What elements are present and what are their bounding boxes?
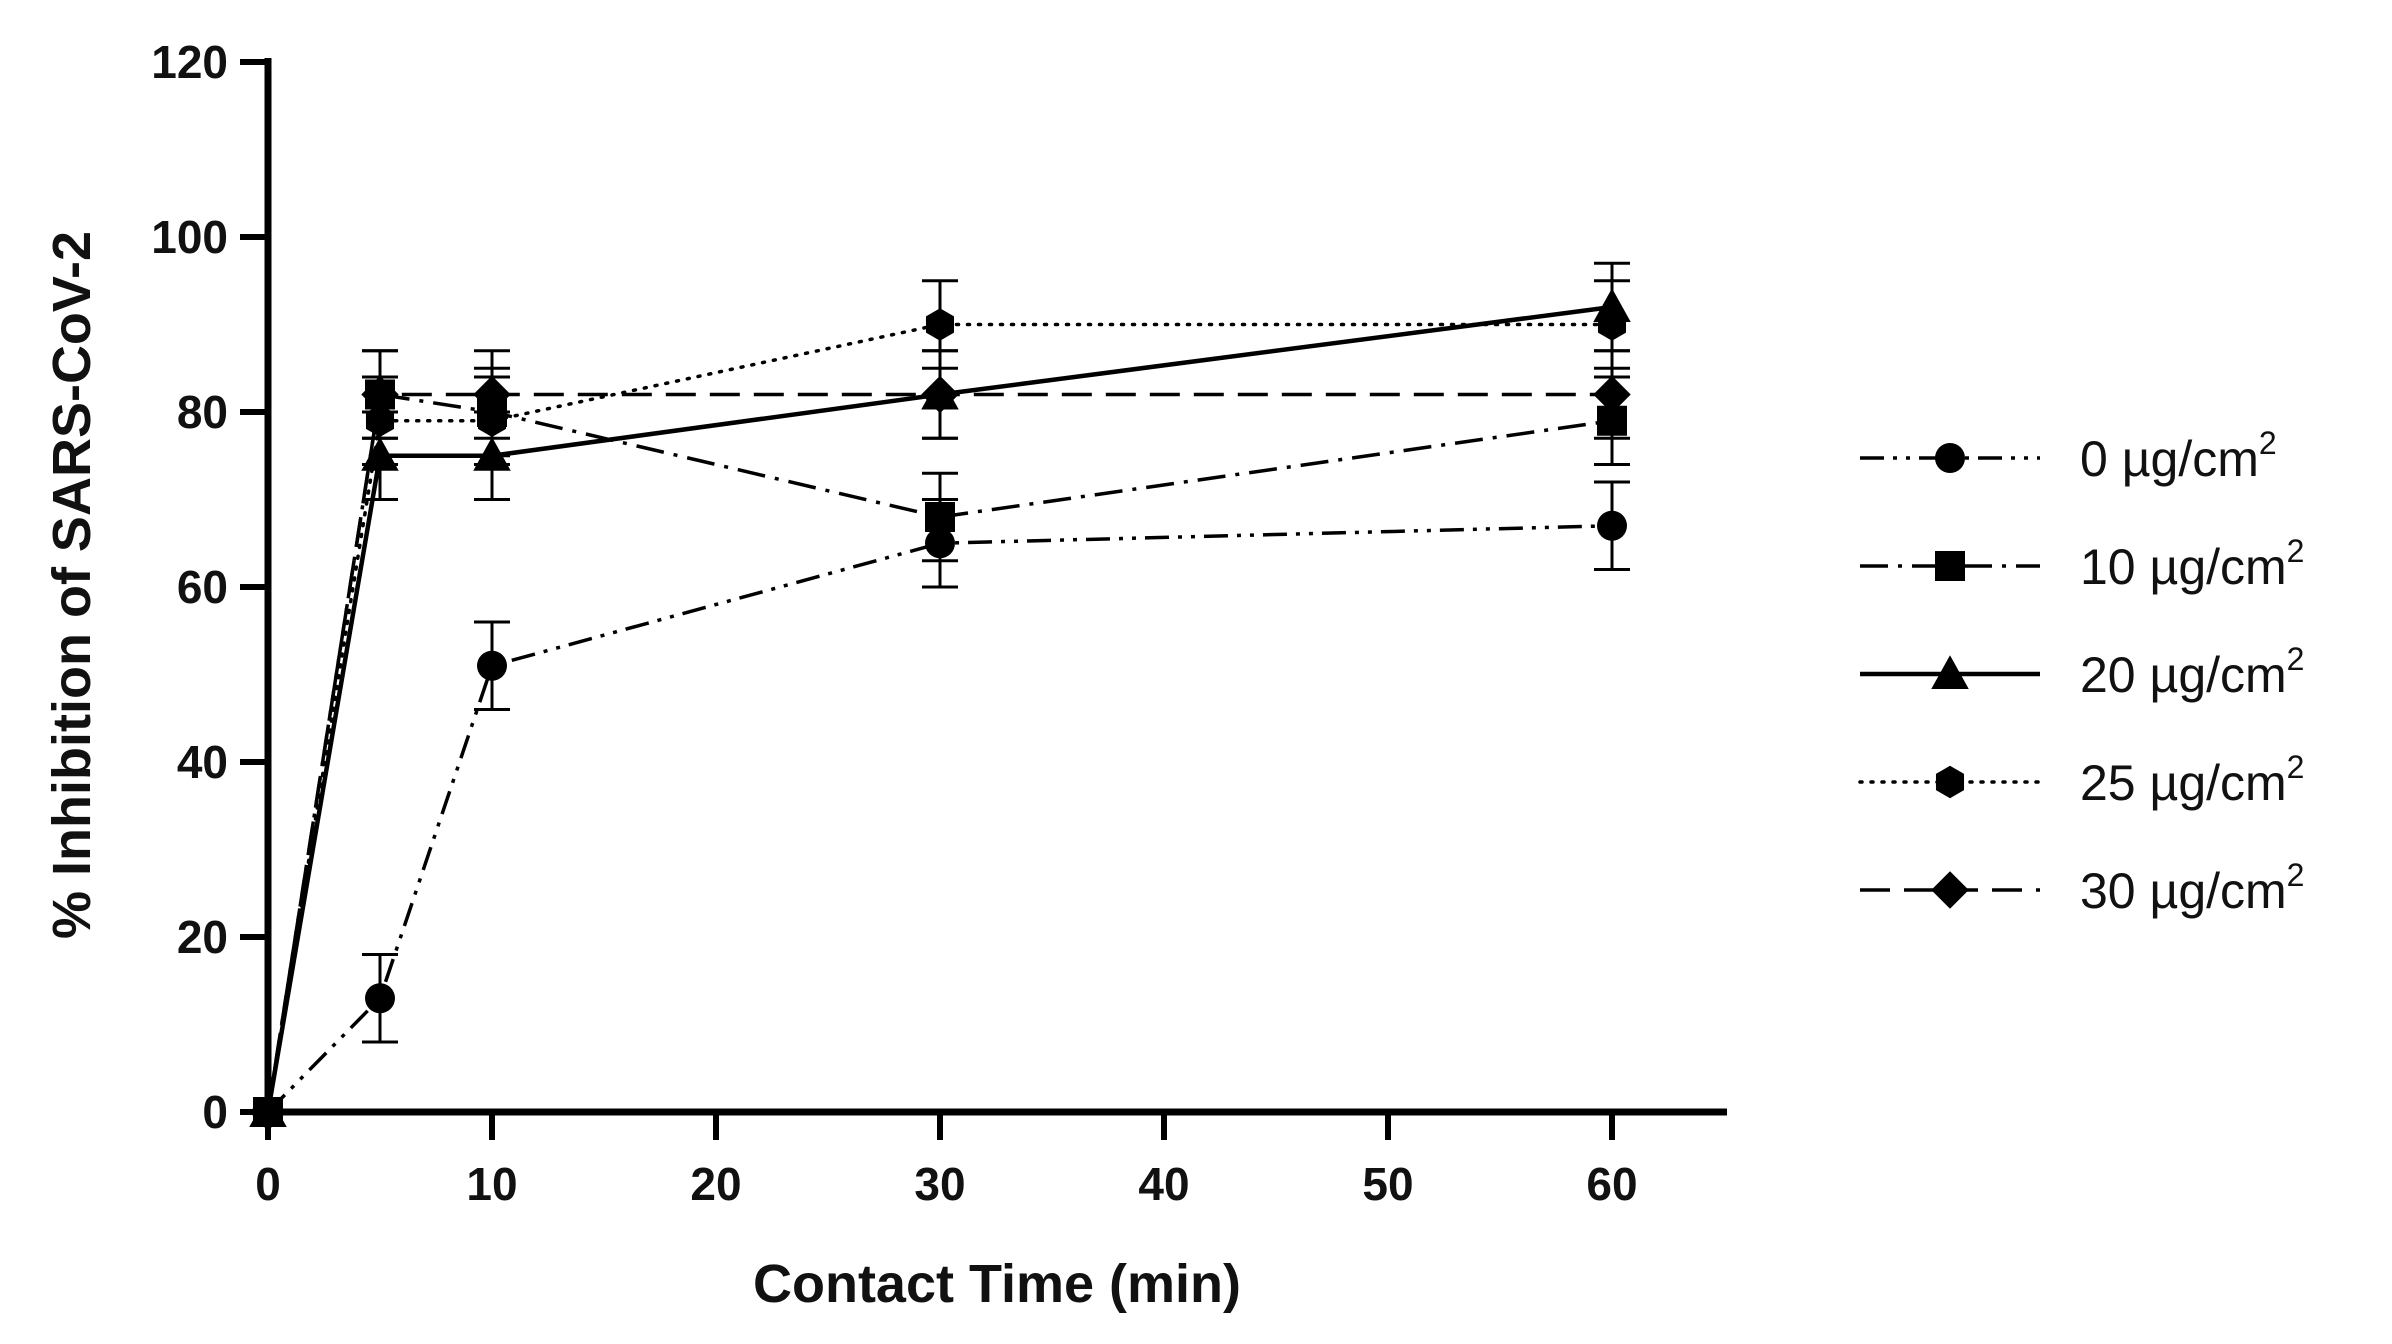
data-point-series-4 [477,404,507,437]
legend-label: 30 µg/cm2 [2080,857,2304,919]
data-point-series-3 [473,437,511,471]
data-point-series-2 [925,502,955,532]
legend: 0 µg/cm2 10 µg/cm2 20 µg/cm2 25 µg/cm2 30 µg… [1858,425,2304,919]
legend-label-superscript: 2 [2259,425,2277,461]
data-point-series-4 [365,404,395,437]
data-point-series-4 [925,308,955,341]
legend-label-superscript: 2 [2287,641,2305,677]
data-point-series-5 [361,375,399,414]
y-tick-label: 60 [177,561,228,613]
series-line-1 [266,524,1613,1114]
x-tick-label: 30 [914,1158,965,1210]
y-tick-label: 120 [151,36,228,88]
legend-marker [1935,443,1965,473]
data-point-series-3 [1593,288,1631,322]
legend-label: 25 µg/cm2 [2080,749,2304,811]
data-point-series-1 [365,983,395,1014]
x-tick-label: 10 [466,1158,517,1210]
y-tick-label: 100 [151,211,228,263]
legend-marker [1935,551,1965,581]
legend-marker [1931,871,1969,909]
error-bars [362,261,1630,1044]
legend-marker [1931,655,1969,689]
data-point-series-1 [477,650,507,681]
y-ticks: 0 20 40 60 80 100 120 [151,36,268,1138]
legend-label: 0 µg/cm2 [2080,425,2277,487]
x-tick-label: 20 [690,1158,741,1210]
data-point-series-4 [1597,308,1627,341]
legend-marker [1935,765,1965,799]
legend-label: 20 µg/cm2 [2080,641,2304,703]
x-ticks: 0 10 20 30 40 50 60 [255,1112,1638,1210]
legend-label-superscript: 2 [2287,749,2305,785]
x-tick-label: 40 [1138,1158,1189,1210]
series-line-4 [266,322,1614,1114]
x-tick-label: 50 [1362,1158,1413,1210]
x-tick-label: 60 [1586,1158,1637,1210]
legend-label-superscript: 2 [2287,857,2305,893]
data-point-series-5 [473,375,511,414]
data-point-series-3 [361,437,399,471]
y-axis-title: % Inhibition of SARS-CoV-2 [42,231,102,939]
y-tick-label: 40 [177,736,228,788]
data-point-series-5 [1593,375,1631,414]
x-tick-label: 0 [255,1158,281,1210]
data-point-series-5 [921,375,959,414]
data-point-series-1 [1597,510,1627,541]
legend-label-superscript: 2 [2287,533,2305,569]
y-tick-label: 80 [177,386,228,438]
y-tick-label: 20 [177,911,228,963]
legend-label: 10 µg/cm2 [2080,533,2304,595]
x-axis-title: Contact Time (min) [753,1254,1241,1314]
data-point-series-1 [925,528,955,559]
y-tick-label: 0 [202,1086,228,1138]
